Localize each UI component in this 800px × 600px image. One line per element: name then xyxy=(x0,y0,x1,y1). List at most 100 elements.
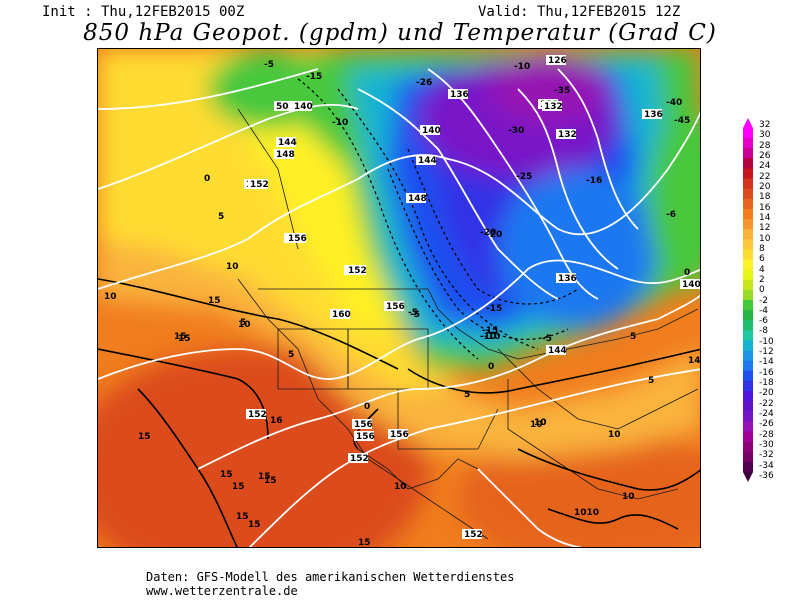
geopotential-label: 144 xyxy=(548,346,567,356)
color-scale-segment xyxy=(743,178,753,190)
temperature-label: 5 xyxy=(218,212,224,222)
temperature-label: 10 xyxy=(534,418,547,428)
temperature-label: 15 xyxy=(220,470,233,480)
color-scale-label: -24 xyxy=(759,409,774,420)
temperature-label: 16 xyxy=(270,416,283,426)
temperature-label: -10 xyxy=(332,118,348,128)
color-scale-segment xyxy=(743,360,753,372)
temperature-label: 10 xyxy=(534,418,547,428)
geopotential-labels: 126 132 136 140 144 148 152 156 160 50 1… xyxy=(244,55,700,540)
color-scale-segment xyxy=(743,208,753,220)
temperature-label: 14 xyxy=(688,356,701,366)
geopotential-label: 160 xyxy=(332,310,351,320)
temperature-label: 0 xyxy=(364,402,370,412)
color-scale-segment xyxy=(743,380,753,392)
geopotential-label: 152 xyxy=(350,454,369,464)
color-scale-segment xyxy=(743,350,753,362)
temperature-label: -15 xyxy=(486,304,502,314)
geopotential-label: 140 xyxy=(294,102,313,112)
color-scale-bar xyxy=(743,118,753,482)
geopotential-label: 156 xyxy=(390,430,409,440)
color-scale-label: -36 xyxy=(759,471,774,481)
color-scale-label: -26 xyxy=(759,419,774,430)
color-scale-label: 2 xyxy=(759,274,765,285)
color-scale-segment xyxy=(743,198,753,210)
temperature-label: -40 xyxy=(666,98,682,108)
color-scale-segment xyxy=(743,229,753,240)
geopotential-label: 126 xyxy=(548,56,567,66)
color-scale-label: 18 xyxy=(759,192,771,203)
temperature-label: -35 xyxy=(554,86,570,96)
init-time-label: Init : Thu,12FEB2015 00Z xyxy=(42,4,245,20)
color-scale-segment xyxy=(743,310,753,321)
temperature-label: -5 xyxy=(542,334,552,344)
temperature-label: 15 xyxy=(138,432,151,442)
temperature-label: 10 xyxy=(622,492,635,502)
color-scale-label: 20 xyxy=(759,181,771,192)
temperature-label: 10 xyxy=(104,292,117,302)
temperature-label: 10 xyxy=(394,482,407,492)
color-scale-label: 14 xyxy=(759,212,771,223)
temperature-label: -10 xyxy=(484,332,500,342)
color-scale-segment xyxy=(743,168,753,180)
color-scale-label: 26 xyxy=(759,150,771,161)
temperature-label: -10 xyxy=(480,332,496,342)
color-scale-label: 32 xyxy=(759,120,771,130)
color-scale-label: -32 xyxy=(759,450,774,461)
temperature-label: 15 xyxy=(264,476,277,486)
temperature-label: -5 xyxy=(408,308,418,318)
color-scale-label: 8 xyxy=(759,243,765,254)
geopotential-label: 152 xyxy=(464,530,483,540)
temperature-label: 10 xyxy=(226,262,239,272)
temperature-isolines-dashed xyxy=(297,78,579,360)
color-scale-segment xyxy=(743,370,753,382)
color-scale-segment xyxy=(743,249,753,261)
data-source-text: Daten: GFS-Modell des amerikanischen Wet… xyxy=(146,570,515,584)
temperature-label: 15 xyxy=(208,296,221,306)
temperature-label: 5 xyxy=(240,318,246,328)
temperature-label: 0 xyxy=(488,362,494,372)
geopotential-label: 156 xyxy=(386,302,405,312)
geopotential-label: 152 xyxy=(348,266,367,276)
color-scale-segment xyxy=(743,401,753,412)
geopotential-label: 140 xyxy=(422,126,441,136)
color-scale-segment xyxy=(743,421,753,433)
color-scale-segment xyxy=(743,300,753,311)
geopotential-label: 144 xyxy=(278,138,297,148)
temperature-label: -20 xyxy=(480,228,496,238)
temperature-label: 0 xyxy=(204,174,210,184)
color-scale-segment xyxy=(743,289,753,301)
temperature-label: 15 xyxy=(358,538,371,548)
color-scale-segment xyxy=(743,239,753,250)
temperature-isolines xyxy=(98,278,700,547)
temperature-label: 10 xyxy=(608,430,621,440)
temperature-label: -30 xyxy=(508,126,524,136)
temperature-label: -5 xyxy=(410,310,420,320)
color-scale-segment xyxy=(743,431,753,443)
color-scale-label: -2 xyxy=(759,295,768,306)
temperature-label: 15 xyxy=(248,520,261,530)
geopotential-label: 50 xyxy=(276,102,289,112)
temperature-label: 15 xyxy=(236,512,249,522)
temperature-label: 10 xyxy=(238,320,251,330)
color-scale-top-arrow xyxy=(743,118,753,128)
geopotential-label: 132 xyxy=(544,102,563,112)
color-scale-segment xyxy=(743,461,753,473)
temperature-label: 15 xyxy=(258,472,271,482)
color-scale-label: -28 xyxy=(759,429,774,440)
color-scale-segment xyxy=(743,411,753,422)
label-box: 126 xyxy=(546,55,567,66)
color-scale-label: 30 xyxy=(759,130,771,141)
color-scale-segment xyxy=(743,340,753,352)
geopotential-isolines xyxy=(98,68,700,547)
temperature-label: -5 xyxy=(264,60,274,70)
temperature-label: 1010 xyxy=(574,508,599,518)
temperature-label: -26 xyxy=(416,78,432,88)
color-scale-label: 0 xyxy=(759,285,765,296)
color-scale-label: -8 xyxy=(759,326,768,337)
geopotential-label: 148 xyxy=(408,194,427,204)
temperature-label: 10 xyxy=(530,420,543,430)
color-scale-bottom-arrow xyxy=(743,472,753,482)
color-scale-label: -16 xyxy=(759,367,774,378)
color-scale-label: 16 xyxy=(759,202,771,213)
